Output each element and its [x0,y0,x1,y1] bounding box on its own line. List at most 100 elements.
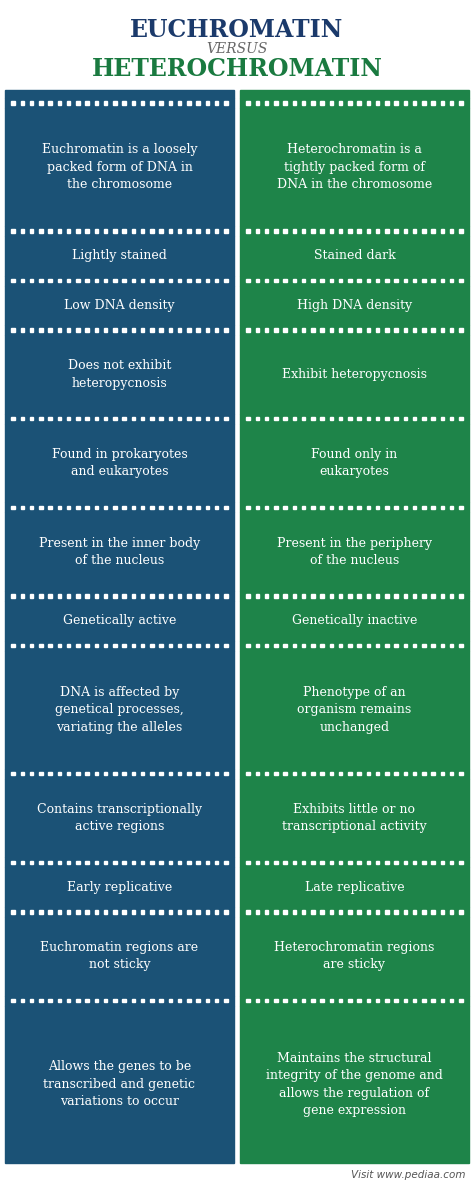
Bar [178,506,182,510]
Bar [329,910,333,914]
Bar [413,417,417,421]
Bar [11,643,15,647]
Bar [274,643,278,647]
Bar [113,771,117,775]
Bar [67,328,70,332]
Bar [431,417,435,421]
Bar [246,595,250,598]
Bar [20,230,24,233]
Bar [5,90,234,98]
Bar [320,230,324,233]
Bar [187,771,191,775]
Bar [255,999,259,1003]
Bar [376,230,379,233]
Bar [339,771,342,775]
Bar [339,506,342,510]
Bar [104,230,107,233]
Bar [302,328,305,332]
Bar [67,417,70,421]
Bar [76,417,80,421]
Bar [224,506,228,510]
Bar [187,860,191,864]
Bar [187,101,191,104]
Bar [76,910,80,914]
Bar [206,230,209,233]
Bar [206,910,209,914]
Bar [240,1006,469,1162]
Bar [302,595,305,598]
Bar [132,328,135,332]
Bar [5,591,234,601]
Bar [5,858,234,867]
Bar [367,860,370,864]
Bar [5,275,234,286]
Bar [76,771,80,775]
Bar [302,101,305,104]
Bar [283,595,287,598]
Bar [240,226,469,236]
Bar [20,506,24,510]
Bar [224,643,228,647]
Bar [39,230,43,233]
Bar [292,999,296,1003]
Text: Phenotype of an
organism remains
unchanged: Phenotype of an organism remains unchang… [297,686,411,734]
Bar [141,999,145,1003]
Bar [178,999,182,1003]
Bar [255,417,259,421]
Bar [385,278,389,282]
Bar [329,328,333,332]
Bar [255,771,259,775]
Bar [169,506,172,510]
Bar [385,417,389,421]
Bar [122,101,126,104]
Bar [320,328,324,332]
Bar [376,860,379,864]
Bar [95,506,98,510]
Bar [5,108,234,226]
Bar [339,910,342,914]
Bar [246,643,250,647]
Bar [20,417,24,421]
Bar [196,328,200,332]
Bar [20,595,24,598]
Bar [311,230,315,233]
Bar [255,278,259,282]
Bar [240,423,469,502]
Bar [206,328,209,332]
Bar [85,417,89,421]
Bar [240,502,469,512]
Bar [95,278,98,282]
Bar [57,643,61,647]
Bar [132,595,135,598]
Bar [215,101,219,104]
Bar [404,910,407,914]
Bar [357,506,361,510]
Bar [224,999,228,1003]
Bar [404,230,407,233]
Bar [348,999,352,1003]
Bar [11,910,15,914]
Bar [394,328,398,332]
Bar [132,771,135,775]
Bar [320,860,324,864]
Bar [329,278,333,282]
Bar [283,101,287,104]
Bar [441,230,444,233]
Bar [283,506,287,510]
Text: Early replicative: Early replicative [67,880,172,893]
Bar [240,98,469,108]
Bar [311,417,315,421]
Bar [320,643,324,647]
Bar [30,771,33,775]
Bar [141,910,145,914]
Bar [265,999,268,1003]
Bar [404,595,407,598]
Bar [302,860,305,864]
Bar [357,643,361,647]
Bar [246,860,250,864]
Bar [169,417,172,421]
Bar [431,771,435,775]
Bar [339,595,342,598]
Bar [292,328,296,332]
Bar [385,999,389,1003]
